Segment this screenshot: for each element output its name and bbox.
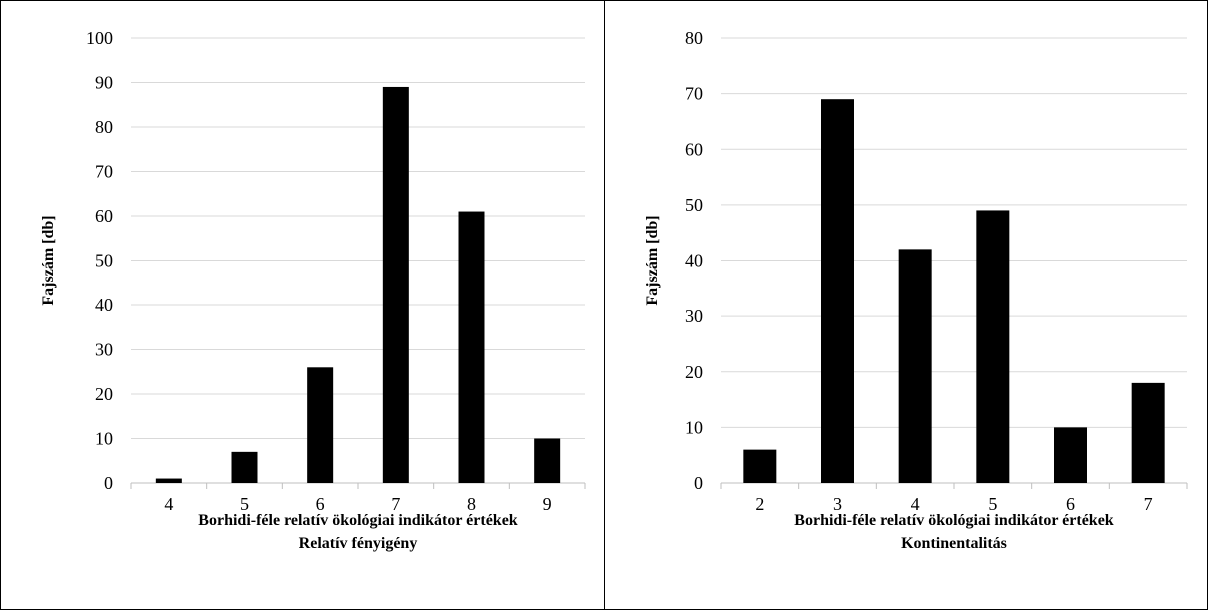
- y-tick-label: 30: [685, 306, 703, 326]
- x-tick-label: 6: [1066, 494, 1075, 514]
- x-tick-label: 2: [755, 494, 764, 514]
- bar-5: [976, 210, 1010, 483]
- chart-panel-right: 0 10 20 30 40 50 60 70 80 2 3 4 5 6 7 Fajszám [db] Borhi…: [604, 0, 1208, 610]
- y-tick-label: 40: [685, 251, 703, 271]
- y-tick-label: 60: [685, 139, 703, 159]
- bar-4: [898, 249, 932, 483]
- x-axis-title: Borhidi-féle relatív ökológiai indikátor…: [794, 512, 1113, 529]
- x-tick-label: 6: [316, 494, 325, 514]
- x-tick-label: 7: [1144, 494, 1153, 514]
- y-tick-label: 60: [95, 206, 113, 226]
- bar-5: [231, 451, 258, 483]
- y-tick-label: 100: [86, 28, 113, 48]
- y-tick-label: 70: [95, 162, 113, 182]
- y-tick-label: 0: [104, 473, 113, 493]
- y-tick-label: 90: [95, 73, 113, 93]
- y-axis-title: Fajszám [db]: [40, 215, 57, 305]
- y-tick-label: 80: [95, 117, 113, 137]
- x-tick-label: 3: [833, 494, 842, 514]
- x-tick-label: 9: [543, 494, 552, 514]
- x-axis-subtitle: Relatív fényigény: [299, 535, 418, 552]
- x-tick-label: 7: [391, 494, 400, 514]
- x-tick-label: 5: [988, 494, 997, 514]
- y-tick-label: 70: [685, 84, 703, 104]
- bar-chart-continentality: 0 10 20 30 40 50 60 70 80 2 3 4 5 6 7 Fajszám [db] Borhi…: [644, 28, 1188, 552]
- y-tick-label: 50: [95, 251, 113, 271]
- bar-7: [1131, 382, 1165, 483]
- bar-chart-light-requirement: 0 10 20 30 40 50 60 70 80 90 100 4 5 6 7 8 9 Fajszám [db]…: [40, 28, 586, 552]
- x-tick-label: 5: [240, 494, 249, 514]
- y-axis-title: Fajszám [db]: [644, 215, 661, 305]
- x-tick-label: 4: [164, 494, 173, 514]
- chart-panel-left: 0 10 20 30 40 50 60 70 80 90 100 4 5 6 7 8 9 Fajszám [db]…: [0, 0, 605, 610]
- y-tick-label: 10: [685, 417, 703, 437]
- x-axis-subtitle: Kontinentalitás: [901, 535, 1007, 552]
- bar-9: [534, 438, 561, 483]
- y-tick-label: 0: [694, 473, 703, 493]
- bar-6: [307, 367, 334, 483]
- x-tick-label: 8: [467, 494, 476, 514]
- bar-7: [382, 86, 409, 483]
- y-tick-label: 40: [95, 295, 113, 315]
- bar-2: [743, 449, 777, 483]
- bar-8: [458, 211, 485, 484]
- y-tick-label: 10: [95, 429, 113, 449]
- y-tick-label: 20: [95, 384, 113, 404]
- y-tick-label: 50: [685, 195, 703, 215]
- bar-4: [155, 478, 182, 483]
- x-tick-label: 4: [911, 494, 920, 514]
- bar-6: [1054, 427, 1087, 483]
- x-axis-title: Borhidi-féle relatív ökológiai indikátor…: [198, 512, 517, 529]
- y-tick-label: 80: [685, 28, 703, 48]
- y-tick-label: 20: [685, 362, 703, 382]
- y-tick-label: 30: [95, 340, 113, 360]
- bar-3: [821, 99, 854, 483]
